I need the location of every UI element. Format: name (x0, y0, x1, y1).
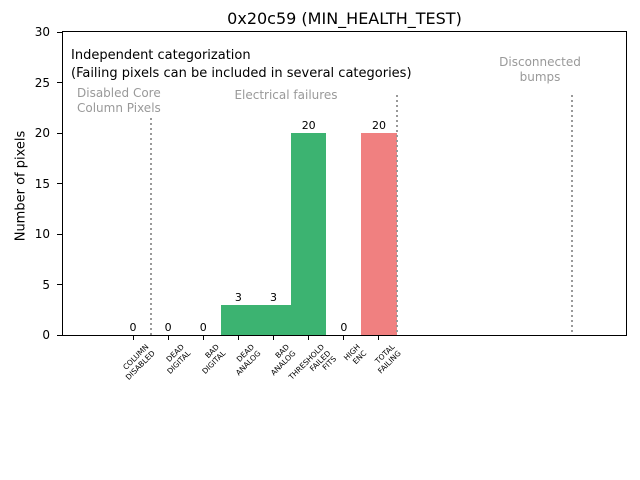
y-tick-label: 20 (34, 126, 50, 140)
y-tick-mark (57, 284, 62, 285)
x-tick-mark (167, 336, 169, 340)
plot-area: Independent categorization (Failing pixe… (62, 31, 627, 336)
x-tick-label-high-enc: HIGH ENC (341, 342, 368, 366)
bar-bad-analog (255, 304, 292, 335)
section-label-disabled-core-column-pixels: Disabled Core Column Pixels (77, 86, 161, 115)
x-tick-mark (308, 336, 310, 340)
bar-value-label-dead-digital: 0 (164, 321, 172, 334)
x-tick-label-dead-analog: DEAD ANALOG (233, 342, 263, 377)
annotation-failing-pixels-note: (Failing pixels can be included in sever… (71, 66, 412, 81)
x-tick-mark (132, 336, 134, 340)
x-tick-label-column-disabled: COLUMN DISABLED (121, 342, 157, 382)
bar-value-label-total-failing: 20 (371, 119, 386, 132)
y-tick-mark (57, 132, 62, 134)
section-label-disconnected-bumps: Disconnected bumps (499, 55, 581, 84)
y-tick-label: 30 (34, 25, 50, 39)
bar-value-label-dead-analog: 3 (234, 290, 242, 304)
y-tick-label: 5 (42, 277, 50, 292)
x-tick-mark (237, 336, 239, 340)
bar-total-failing (361, 133, 397, 335)
bar-value-label-threshold-failed-fits: 20 (301, 119, 316, 132)
y-tick-mark (57, 82, 62, 83)
x-tick-mark (378, 336, 380, 340)
section-label-electrical-failures: Electrical failures (234, 88, 338, 102)
x-tick-mark (273, 336, 275, 340)
bar-value-label-high-enc: 0 (340, 321, 348, 334)
bar-value-label-column-disabled: 0 (129, 321, 137, 334)
section-divider-line (149, 117, 152, 335)
x-tick-mark (343, 336, 345, 340)
y-tick-label: 15 (34, 176, 50, 191)
annotation-independent-categorization: Independent categorization (71, 48, 251, 63)
y-tick-label: 10 (34, 227, 50, 241)
y-tick-mark (57, 233, 62, 235)
bar-value-label-bad-analog: 3 (270, 290, 278, 304)
y-tick-mark (57, 334, 62, 336)
y-tick-label: 0 (42, 328, 50, 342)
x-tick-label-dead-digital: DEAD DIGITAL (164, 342, 192, 376)
bar-dead-analog (220, 304, 256, 335)
section-divider-line (395, 94, 398, 335)
x-tick-label-bad-digital: BAD DIGITAL (199, 342, 227, 376)
y-tick-label: 25 (34, 75, 50, 90)
section-divider-line (571, 94, 574, 335)
bar-value-label-bad-digital: 0 (199, 321, 207, 334)
x-tick-mark (202, 336, 204, 340)
y-tick-mark (57, 183, 62, 184)
x-tick-label-threshold-failed-fits: THRESHOLD FAILED FITS (287, 342, 339, 382)
y-tick-mark (57, 31, 62, 33)
chart-title: 0x20c59 (MIN_HEALTH_TEST) (227, 9, 462, 28)
bar-threshold-failed-fits (291, 133, 327, 335)
x-tick-label-total-failing: TOTAL FAILING (373, 342, 403, 376)
